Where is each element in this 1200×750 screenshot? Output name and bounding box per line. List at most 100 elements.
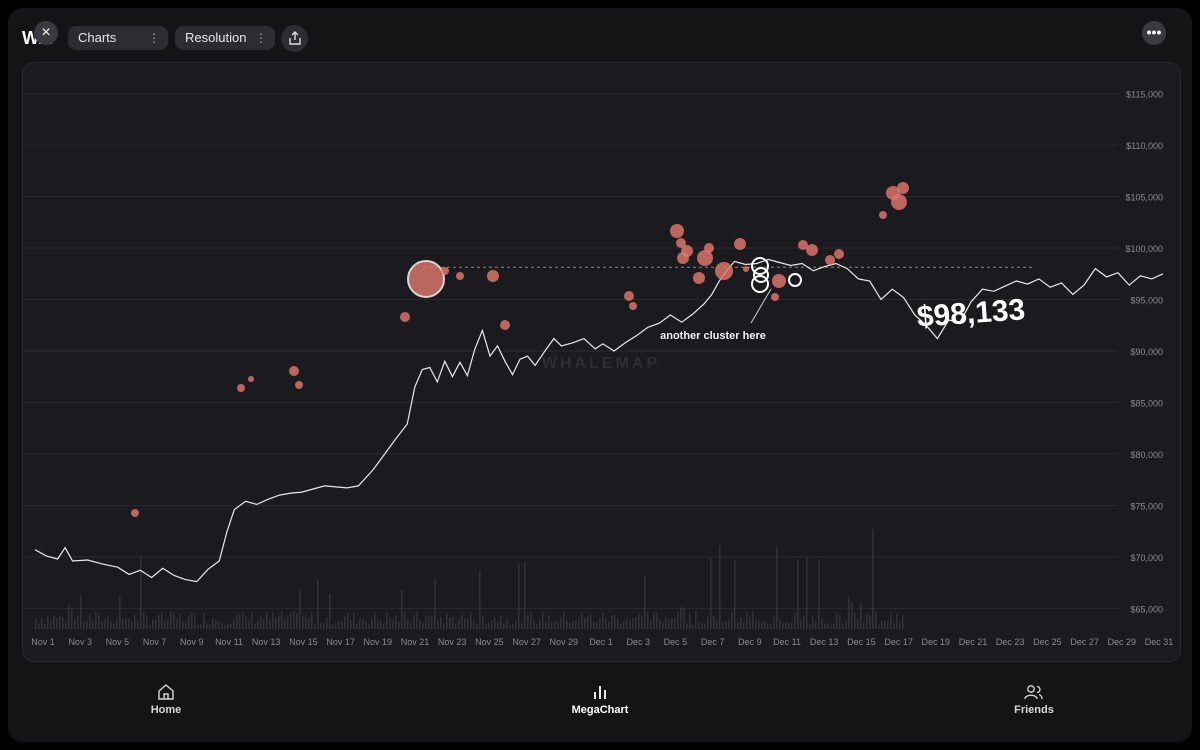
volume-bar xyxy=(794,612,796,629)
volume-bar xyxy=(68,604,70,629)
trade-bubble[interactable] xyxy=(697,250,713,266)
volume-bar xyxy=(314,624,316,629)
trade-bubble[interactable] xyxy=(772,274,786,288)
trade-bubble[interactable] xyxy=(500,320,510,330)
trade-bubble[interactable] xyxy=(456,272,464,280)
close-button[interactable]: × xyxy=(34,21,58,45)
volume-bar xyxy=(347,613,349,629)
trade-bubble[interactable] xyxy=(400,312,410,322)
volume-bar xyxy=(242,611,244,629)
trade-bubble[interactable] xyxy=(891,194,907,210)
volume-bar xyxy=(395,614,397,629)
chart-panel[interactable]: WHALEMAP another cluster here $98,133 $6… xyxy=(22,62,1181,662)
volume-bar xyxy=(422,622,424,629)
volume-bar xyxy=(428,615,430,629)
trade-bubble[interactable] xyxy=(624,291,634,301)
highlight-bubble[interactable] xyxy=(753,267,769,283)
volume-bar xyxy=(683,608,685,629)
nav-friends[interactable]: Friends xyxy=(964,682,1104,716)
volume-bar xyxy=(848,596,850,629)
trade-bubble[interactable] xyxy=(289,366,299,376)
trade-bubble[interactable] xyxy=(693,272,705,284)
highlight-bubble[interactable] xyxy=(751,275,769,293)
highlight-bubble[interactable] xyxy=(788,273,802,287)
more-options-button[interactable]: ••• xyxy=(1142,21,1166,45)
trade-bubble[interactable] xyxy=(131,509,139,517)
trade-bubble[interactable] xyxy=(806,244,818,256)
volume-bar xyxy=(677,611,679,629)
volume-bar xyxy=(827,623,829,629)
trade-bubble[interactable] xyxy=(798,240,808,250)
trade-bubble[interactable] xyxy=(825,255,835,265)
y-tick-label: $85,000 xyxy=(1130,398,1163,408)
trade-bubble[interactable] xyxy=(771,293,779,301)
volume-bar xyxy=(569,622,571,629)
resolution-dropdown[interactable]: Resolution ⋮ xyxy=(175,26,275,50)
nav-megachart[interactable]: MegaChart xyxy=(530,682,670,716)
nav-home[interactable]: Home xyxy=(96,682,236,716)
volume-bar xyxy=(752,611,754,629)
annotation-pointer xyxy=(750,288,772,324)
volume-bar xyxy=(635,617,637,629)
trade-bubble[interactable] xyxy=(487,270,499,282)
volume-bar xyxy=(362,619,364,629)
volume-bar xyxy=(701,623,703,629)
volume-bar xyxy=(122,618,124,629)
trade-bubble[interactable] xyxy=(237,384,245,392)
share-button[interactable] xyxy=(281,25,308,52)
trade-bubble[interactable] xyxy=(879,211,887,219)
volume-bar xyxy=(230,623,232,629)
volume-bar xyxy=(278,615,280,629)
price-callout: $98,133 xyxy=(916,293,1026,333)
trade-bubble[interactable] xyxy=(681,245,693,257)
volume-bar xyxy=(530,612,532,629)
volume-bar xyxy=(146,616,148,629)
price-chart[interactable]: WHALEMAP another cluster here $98,133 $6… xyxy=(23,63,1180,661)
volume-bar xyxy=(311,612,313,629)
volume-bar xyxy=(47,616,49,629)
volume-bar xyxy=(251,612,253,629)
trade-bubble[interactable] xyxy=(734,238,746,250)
volume-bar xyxy=(764,621,766,629)
volume-bar xyxy=(341,620,343,629)
volume-bar xyxy=(212,618,214,629)
volume-bar xyxy=(56,618,58,629)
trade-bubble[interactable] xyxy=(670,224,684,238)
trade-bubble[interactable] xyxy=(407,260,445,298)
volume-bar xyxy=(653,612,655,629)
volume-bar xyxy=(899,622,901,629)
trade-bubble[interactable] xyxy=(743,266,749,272)
charts-dropdown[interactable]: Charts ⋮ xyxy=(68,26,168,50)
volume-bar xyxy=(842,623,844,629)
volume-bar xyxy=(818,559,820,629)
top-toolbar: WM × Charts ⋮ Resolution ⋮ ••• xyxy=(8,8,1192,64)
trade-bubble[interactable] xyxy=(441,267,449,275)
trade-bubble[interactable] xyxy=(704,243,714,253)
trade-bubble[interactable] xyxy=(629,302,637,310)
x-tick-label: Dec 25 xyxy=(1033,637,1062,647)
charts-dropdown-label: Charts xyxy=(78,30,117,45)
volume-bar xyxy=(143,612,145,629)
trade-bubble[interactable] xyxy=(834,249,844,259)
volume-bar xyxy=(128,618,130,629)
trade-bubble[interactable] xyxy=(295,381,303,389)
highlight-bubble[interactable] xyxy=(751,257,769,275)
volume-bar xyxy=(371,618,373,629)
volume-bar xyxy=(476,624,478,629)
trade-bubble[interactable] xyxy=(897,182,909,194)
volume-bar xyxy=(368,624,370,629)
volume-bar xyxy=(380,619,382,629)
trade-bubble[interactable] xyxy=(715,262,733,280)
volume-bar xyxy=(896,613,898,629)
x-tick-label: Nov 13 xyxy=(252,637,281,647)
trade-bubble[interactable] xyxy=(248,376,254,382)
volume-bar xyxy=(80,595,82,629)
volume-bar xyxy=(221,623,223,629)
volume-bar xyxy=(458,619,460,629)
volume-bar xyxy=(719,545,721,629)
volume-bar xyxy=(227,623,229,629)
trade-bubble[interactable] xyxy=(676,238,686,248)
volume-bar xyxy=(722,621,724,629)
volume-bar xyxy=(413,614,415,629)
volume-bar xyxy=(356,623,358,629)
